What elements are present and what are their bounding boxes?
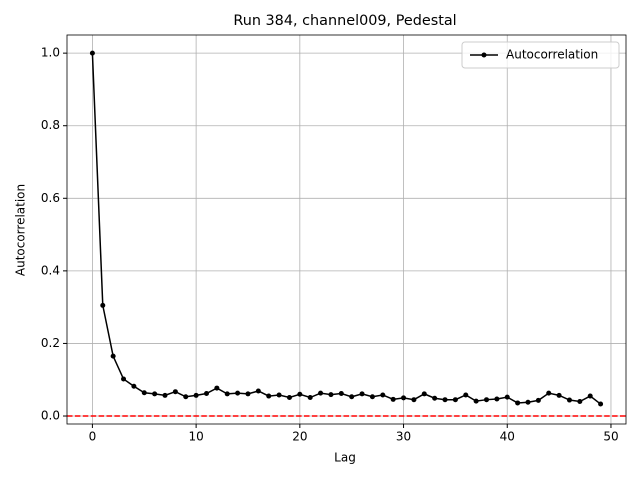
y-tick-label: 0.4 [41,263,60,277]
data-point [276,392,282,398]
chart-title: Run 384, channel009, Pedestal [233,13,456,29]
data-point [359,391,365,397]
data-point [318,390,324,396]
data-point [152,391,158,397]
y-tick-label: 0.2 [41,336,60,350]
data-point [463,392,469,398]
axes-frame [66,34,627,425]
data-point [452,397,458,403]
x-axis-label: Lag [334,451,356,465]
data-point [369,394,375,400]
data-point [390,396,396,402]
data-point [214,385,220,391]
data-point [89,50,95,56]
data-point [494,396,500,402]
data-point [484,397,490,403]
data-point [546,390,552,396]
data-point [266,393,272,399]
data-point [235,390,241,396]
data-point [110,353,116,359]
data-point [245,391,251,397]
data-point [442,397,448,403]
y-axis-label: Autocorrelation [14,184,28,276]
data-point [401,395,407,401]
data-point [307,395,313,401]
y-tick-label: 0.6 [41,191,60,205]
x-tick-label: 20 [292,430,307,444]
data-point [162,392,168,398]
data-point [380,392,386,398]
legend-box [461,41,620,69]
legend-label: Autocorrelation [506,48,598,62]
x-tick-label: 40 [500,430,515,444]
x-tick-label: 30 [396,430,411,444]
data-point [411,397,417,403]
data-point [598,401,604,407]
data-point [504,394,510,400]
data-point [515,400,521,406]
x-tick-label: 0 [89,430,97,444]
data-point [432,395,438,401]
data-point [473,398,479,404]
data-line [91,53,602,405]
x-tick-label: 50 [603,430,618,444]
data-point [328,392,334,398]
y-tick-label: 0.0 [41,409,60,423]
data-point [172,389,178,395]
data-point [338,391,344,397]
data-point [577,399,583,405]
data-point [255,388,261,394]
data-point [141,390,147,396]
data-point [100,302,106,308]
data-point [121,376,127,382]
data-point [556,392,562,398]
data-point [224,391,230,397]
data-point [193,392,199,398]
data-point [421,391,427,397]
data-point [566,397,572,403]
data-point [525,399,531,405]
data-point [286,395,292,401]
legend-marker [481,52,487,58]
data-point [183,394,189,400]
y-tick-label: 0.8 [41,118,60,132]
data-point [535,397,541,403]
data-point [297,391,303,397]
data-point [131,383,137,389]
data-point [587,393,593,399]
y-tick-label: 1.0 [41,46,60,60]
data-point [203,391,209,397]
x-tick-label: 10 [188,430,203,444]
data-point [349,394,355,400]
